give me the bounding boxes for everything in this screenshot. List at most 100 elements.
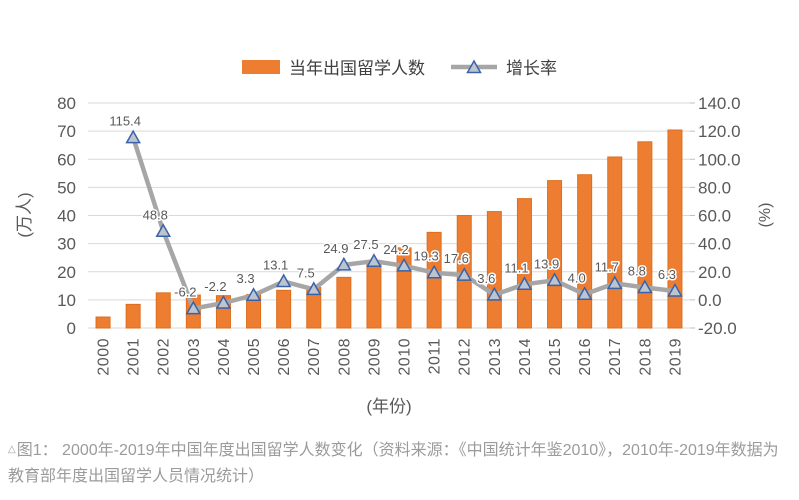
marker-2010 — [396, 257, 412, 272]
bar-2016 — [577, 174, 593, 329]
x-axis-tick-label: 2001 — [126, 338, 143, 376]
bar-2006 — [276, 289, 292, 329]
marker-2012 — [456, 267, 473, 281]
legend-item-line-series: 增长率 — [451, 54, 557, 79]
data-label-2017: 11.7 — [595, 259, 619, 274]
marker-2013 — [486, 286, 503, 301]
marker-2005 — [245, 287, 262, 301]
marker-2019 — [667, 282, 683, 297]
marker-2007 — [305, 281, 322, 296]
x-axis-tick-label: 2003 — [186, 338, 203, 376]
right-axis-tick-label: 100.0 — [698, 150, 741, 169]
marker-2016 — [576, 286, 593, 300]
bar-2015 — [547, 180, 563, 329]
figure-caption: △图1： 2000年-2019年中国年度出国留学人数变化（资料来源：《中国统计年… — [8, 437, 792, 490]
line-series-swatch-icon — [451, 58, 497, 75]
chart-legend: 当年出国留学人数 增长率 — [0, 54, 799, 79]
x-axis-tick-label: 2015 — [547, 338, 564, 376]
data-label-2003: -6.2 — [174, 285, 196, 300]
x-axis-tick-label: 2004 — [216, 338, 233, 376]
x-axis-tick-label: 2012 — [457, 338, 474, 376]
bar-2014 — [516, 198, 532, 329]
right-axis-tick-label: 120.0 — [698, 122, 741, 141]
bar-2013 — [486, 211, 502, 329]
data-label-2005: 3.3 — [237, 271, 255, 286]
chart-canvas: 115.4 48.8 -6.2 -2.2 3.3 13.1 7.5 24.9 27.5 24.2 1… — [57, 94, 741, 376]
data-label-2006: 13.1 — [263, 257, 288, 272]
marker-2004 — [215, 294, 232, 309]
bar-2000 — [95, 316, 111, 329]
line-series-label: 增长率 — [506, 59, 557, 78]
bar-2002 — [155, 292, 171, 329]
data-label-2018: 8.8 — [628, 264, 646, 279]
left-axis-tick-label: 70 — [57, 122, 76, 141]
data-label-2015: 13.9 — [534, 256, 559, 271]
x-axis-tick-label: 2010 — [396, 338, 413, 376]
x-axis-tick-label: 2016 — [577, 338, 594, 376]
left-axis-unit-label: (万人) — [15, 192, 34, 238]
bar-2018 — [637, 141, 653, 329]
data-label-2009: 27.5 — [353, 237, 378, 252]
x-axis-tick-label: 2007 — [306, 338, 323, 376]
bar-2011 — [426, 231, 442, 329]
left-axis-tick-label: 0 — [67, 319, 76, 338]
data-label-2007: 7.5 — [297, 265, 315, 280]
right-axis-tick-label: 60.0 — [698, 207, 731, 226]
legend-item-bar-series: 当年出国留学人数 — [242, 54, 425, 79]
left-axis-tick-label: 40 — [57, 207, 76, 226]
marker-2014 — [516, 276, 533, 291]
right-axis-tick-label: 40.0 — [698, 235, 731, 254]
marker-2015 — [546, 272, 563, 287]
bar-2009 — [366, 263, 382, 329]
bar-2017 — [607, 156, 623, 329]
bar-series-swatch-icon — [242, 59, 280, 74]
data-label-2010: 24.2 — [383, 242, 408, 257]
data-label-2004: -2.2 — [204, 279, 226, 294]
x-axis-tick-label: 2014 — [517, 338, 534, 376]
left-axis-tick-label: 10 — [57, 291, 76, 310]
data-label-2011: 19.3 — [413, 249, 438, 264]
x-axis-tick-label: 2002 — [156, 338, 173, 376]
data-label-2014: 11.1 — [504, 260, 528, 275]
right-axis-tick-label: -20.0 — [698, 319, 737, 338]
left-axis-tick-label: 80 — [57, 94, 76, 113]
marker-2003 — [185, 300, 202, 315]
right-axis-tick-label: 0.0 — [698, 291, 722, 310]
data-label-2001: 115.4 — [109, 114, 141, 129]
x-axis-tick-label: 2013 — [487, 338, 504, 376]
x-axis-tick-label: 2005 — [246, 338, 263, 376]
x-axis-tick-label: 2009 — [366, 338, 383, 376]
x-axis-title: (年份) — [366, 397, 412, 416]
marker-2017 — [606, 275, 623, 290]
bar-2001 — [125, 303, 141, 329]
marker-2001 — [125, 129, 141, 144]
bar-series-label: 当年出国留学人数 — [289, 59, 425, 78]
right-axis-unit-label: (%) — [757, 202, 774, 228]
left-axis-tick-label: 50 — [57, 178, 76, 197]
bar-2008 — [336, 276, 352, 329]
line-marker-glyph — [451, 58, 497, 73]
right-axis-tick-label: 20.0 — [698, 263, 731, 282]
data-label-2008: 24.9 — [323, 241, 348, 256]
x-axis-tick-label: 2000 — [95, 338, 112, 376]
right-axis-tick-label: 140.0 — [698, 94, 741, 113]
x-axis-tick-label: 2008 — [336, 338, 353, 376]
marker-2011 — [426, 264, 442, 279]
data-label-2016: 4.0 — [568, 270, 586, 285]
x-axis-tick-label: 2017 — [607, 338, 624, 376]
left-axis-tick-label: 30 — [57, 235, 76, 254]
data-label-2013: 3.6 — [477, 271, 495, 286]
caption-text: 图1： 2000年-2019年中国年度出国留学人数变化（资料来源：《中国统计年鉴… — [8, 442, 779, 485]
bar-2019 — [667, 129, 683, 329]
marker-2002 — [155, 223, 172, 237]
legend-triangle-marker-icon — [466, 58, 482, 73]
x-axis-tick-label: 2019 — [667, 338, 684, 376]
marker-2018 — [637, 279, 653, 294]
marker-2006 — [275, 273, 292, 288]
left-axis-tick-label: 60 — [57, 150, 76, 169]
left-axis-tick-label: 20 — [57, 263, 76, 282]
marker-2009 — [366, 253, 382, 267]
x-axis-tick-label: 2011 — [427, 338, 444, 374]
caption-anchor-icon: △ — [8, 444, 16, 455]
